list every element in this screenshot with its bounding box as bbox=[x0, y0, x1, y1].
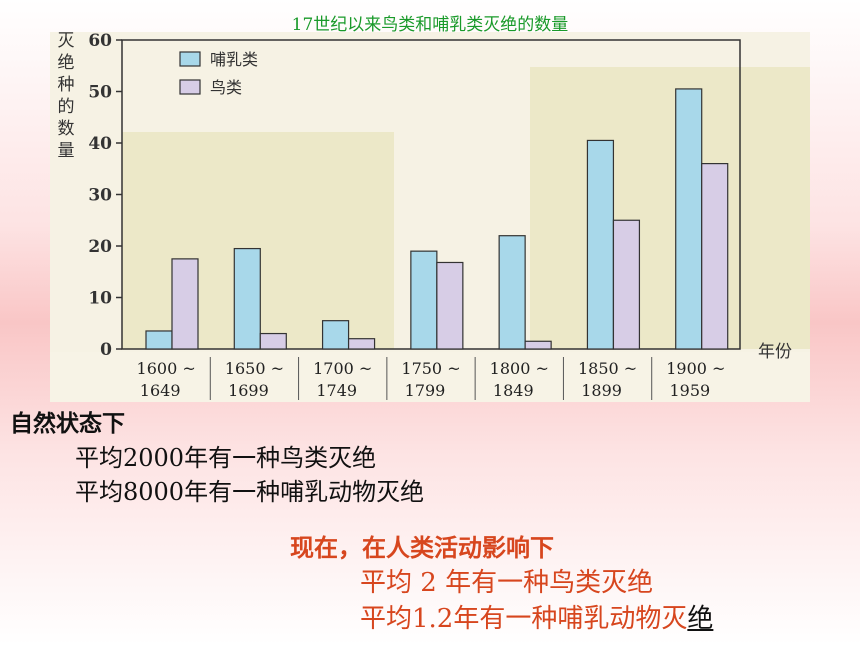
x-tick-label: 1959 bbox=[669, 381, 710, 400]
human-bird-rate: 平均 2 年有一种鸟类灭绝 bbox=[360, 568, 654, 598]
bar-mammal bbox=[498, 235, 526, 350]
x-tick-label: 1649 bbox=[140, 381, 181, 400]
x-tick-label: 1750 ~ bbox=[401, 359, 460, 378]
bar-mammal bbox=[145, 330, 173, 350]
bar-bird bbox=[612, 219, 641, 350]
human-heading: 现在，在人类活动影响下 bbox=[290, 534, 554, 562]
bar-mammal bbox=[410, 250, 438, 350]
y-axis-label-char: 数 bbox=[58, 119, 75, 139]
bar-bird bbox=[524, 340, 552, 350]
legend-swatch bbox=[179, 51, 201, 67]
natural-bird-rate: 平均2000年有一种鸟类灭绝 bbox=[75, 444, 377, 472]
bar-mammal bbox=[675, 88, 703, 350]
human-mammal-rate-main: 平均1.2年有一种哺乳动物灭 bbox=[360, 604, 688, 634]
natural-mammal-rate: 平均8000年有一种哺乳动物灭绝 bbox=[75, 478, 425, 506]
x-tick-label: 1850 ~ bbox=[578, 359, 637, 378]
page-title: 17世纪以来鸟类和哺乳类灭绝的数量 bbox=[291, 15, 569, 35]
x-tick-label: 1600 ~ bbox=[137, 359, 196, 378]
natural-heading: 自然状态下 bbox=[10, 411, 125, 437]
y-axis-label-char: 灭 bbox=[58, 32, 75, 51]
x-tick-label: 1699 bbox=[228, 381, 269, 400]
y-tick-label: 0 bbox=[100, 340, 112, 360]
y-axis-label-char: 的 bbox=[58, 97, 75, 117]
y-axis-label-char: 种 bbox=[58, 75, 75, 95]
legend-label: 哺乳类 bbox=[210, 50, 258, 69]
y-axis-label-char: 绝 bbox=[58, 53, 75, 73]
y-axis-label-char: 量 bbox=[58, 141, 75, 161]
human-mammal-rate: 平均1.2年有一种哺乳动物灭绝 bbox=[360, 598, 713, 635]
x-tick-label: 1700 ~ bbox=[313, 359, 372, 378]
x-axis-label: 年份 bbox=[758, 342, 792, 362]
human-mammal-rate-tail: 绝 bbox=[687, 604, 714, 634]
bar-bird bbox=[436, 261, 464, 350]
bar-bird bbox=[701, 163, 729, 350]
y-tick-label: 30 bbox=[88, 186, 112, 206]
y-tick-label: 20 bbox=[88, 237, 112, 257]
x-tick-label: 1799 bbox=[405, 381, 446, 400]
x-tick-label: 1749 bbox=[316, 381, 357, 400]
bar-bird bbox=[259, 332, 287, 350]
y-tick-label: 40 bbox=[88, 134, 112, 154]
legend-label: 鸟类 bbox=[210, 78, 242, 97]
bar-mammal bbox=[233, 247, 261, 350]
bar-mammal bbox=[321, 320, 350, 350]
bar-bird bbox=[347, 338, 376, 350]
bar-mammal bbox=[586, 139, 615, 350]
chart-panel: 0 10 20 30 40 50 60 灭绝种的数量年份 1600 ~ 1649 1650 ~ 169… bbox=[50, 32, 810, 402]
y-tick-label: 50 bbox=[88, 83, 112, 103]
x-tick-label: 1849 bbox=[493, 381, 534, 400]
y-tick-label: 60 bbox=[88, 32, 112, 51]
bg-category-band bbox=[50, 352, 810, 402]
bar-bird bbox=[171, 258, 199, 350]
x-tick-label: 1899 bbox=[581, 381, 622, 400]
bg-shade-right bbox=[530, 67, 810, 349]
legend-swatch bbox=[179, 79, 201, 95]
y-tick-label: 10 bbox=[88, 289, 112, 309]
x-tick-label: 1650 ~ bbox=[225, 359, 284, 378]
x-tick-label: 1900 ~ bbox=[666, 359, 725, 378]
x-tick-label: 1800 ~ bbox=[490, 359, 549, 378]
